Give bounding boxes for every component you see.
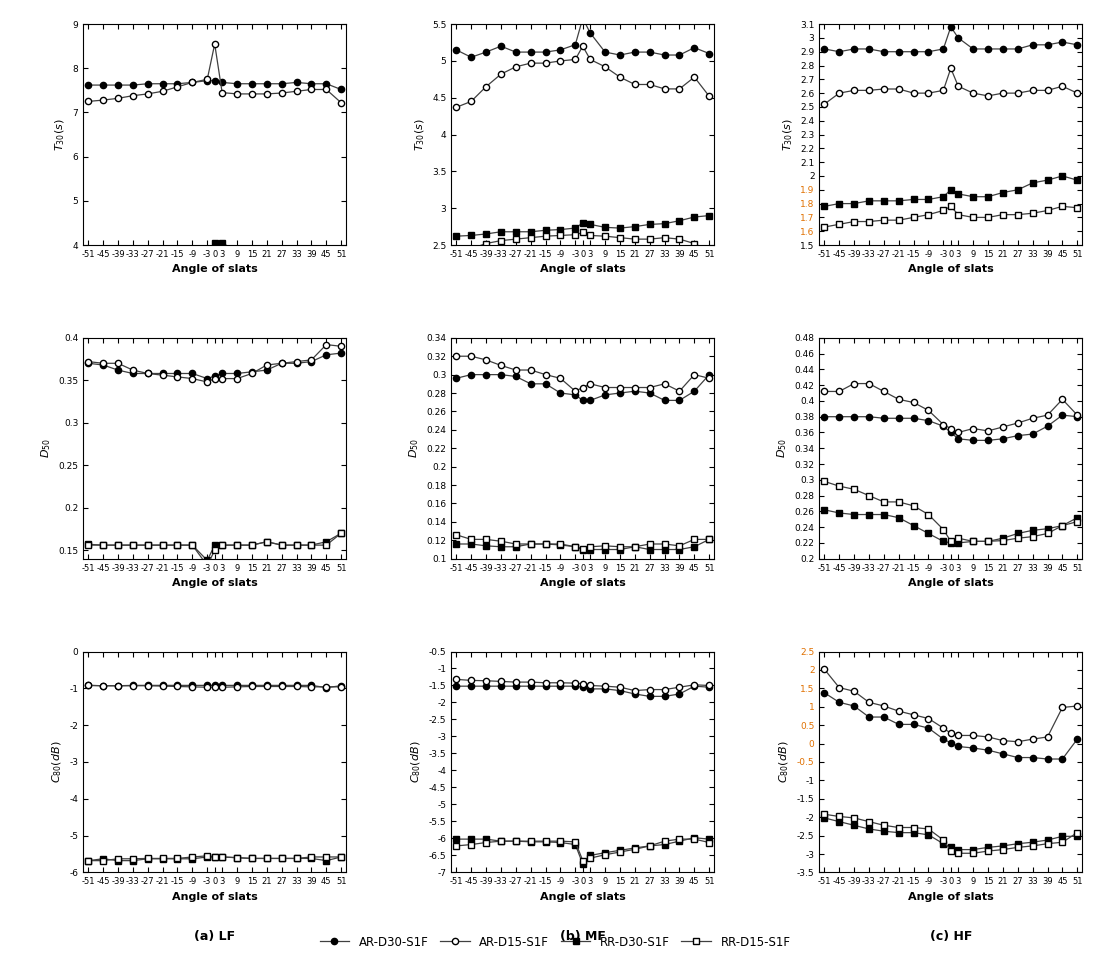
X-axis label: Angle of slats: Angle of slats: [172, 578, 258, 588]
X-axis label: Angle of slats: Angle of slats: [908, 264, 993, 275]
X-axis label: Angle of slats: Angle of slats: [539, 892, 626, 902]
Y-axis label: $D_{50}$: $D_{50}$: [407, 439, 421, 458]
Y-axis label: $D_{50}$: $D_{50}$: [39, 439, 52, 458]
Y-axis label: $C_{80}(dB)$: $C_{80}(dB)$: [410, 740, 423, 783]
Y-axis label: $C_{80}(dB)$: $C_{80}(dB)$: [778, 740, 791, 783]
Legend: AR-D30-S1F, AR-D15-S1F, RR-D30-S1F, RR-D15-S1F: AR-D30-S1F, AR-D15-S1F, RR-D30-S1F, RR-D…: [315, 931, 795, 953]
X-axis label: Angle of slats: Angle of slats: [172, 892, 258, 902]
Y-axis label: $T_{30}(s)$: $T_{30}(s)$: [413, 119, 426, 150]
Text: (b) MF: (b) MF: [559, 930, 606, 943]
Text: (c) HF: (c) HF: [929, 930, 972, 943]
X-axis label: Angle of slats: Angle of slats: [908, 578, 993, 588]
Y-axis label: $T_{30}(s)$: $T_{30}(s)$: [781, 119, 795, 150]
Y-axis label: $C_{80}(dB)$: $C_{80}(dB)$: [50, 740, 64, 783]
X-axis label: Angle of slats: Angle of slats: [539, 264, 626, 275]
X-axis label: Angle of slats: Angle of slats: [539, 578, 626, 588]
Y-axis label: $T_{30}(s)$: $T_{30}(s)$: [53, 119, 67, 150]
X-axis label: Angle of slats: Angle of slats: [908, 892, 993, 902]
Y-axis label: $D_{50}$: $D_{50}$: [775, 439, 789, 458]
Text: (a) LF: (a) LF: [194, 930, 235, 943]
X-axis label: Angle of slats: Angle of slats: [172, 264, 258, 275]
